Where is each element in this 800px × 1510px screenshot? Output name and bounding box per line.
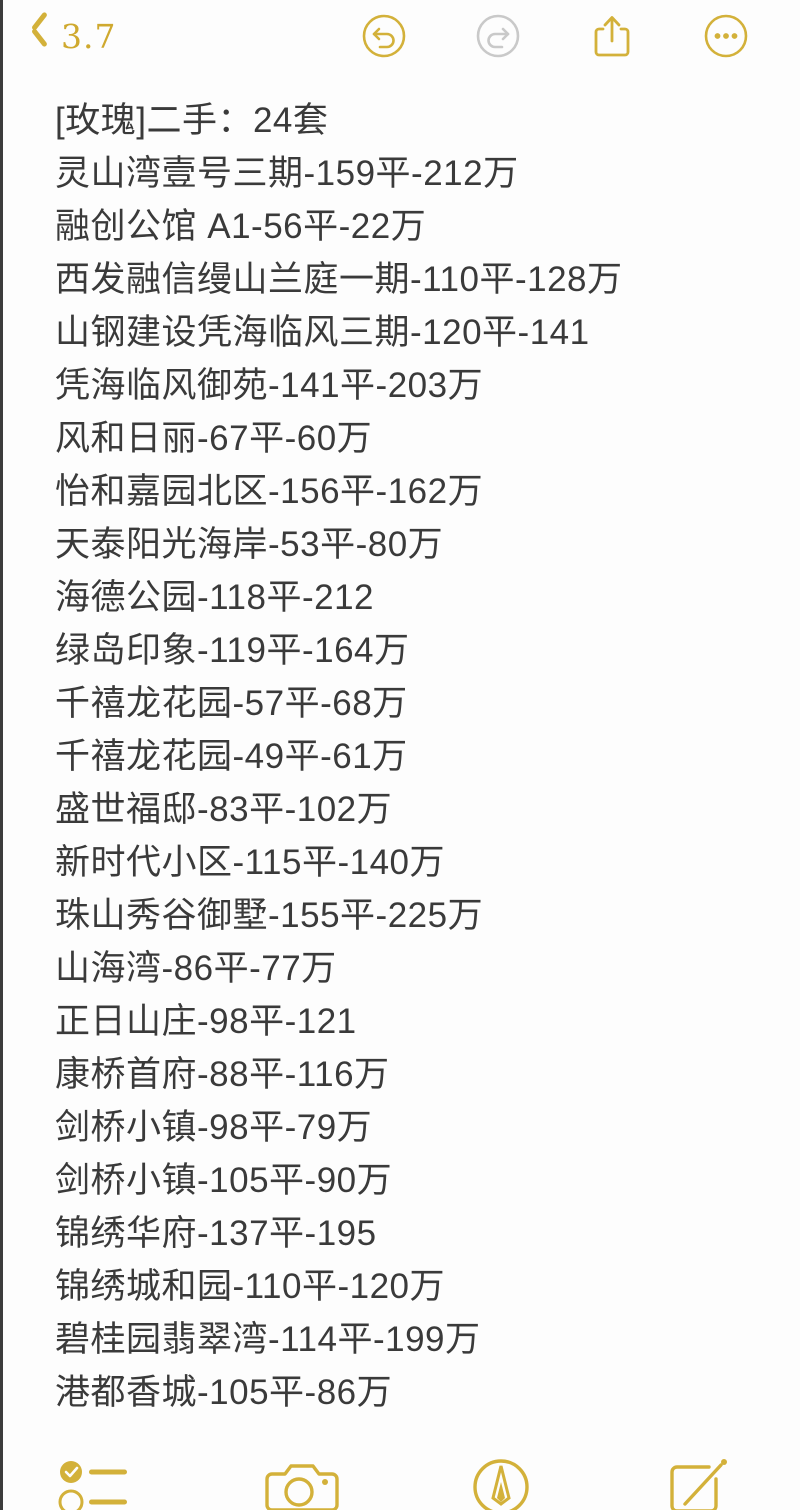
more-circle-icon xyxy=(704,14,748,58)
undo-circle-icon xyxy=(362,14,406,58)
note-line: 风和日丽-67平-60万 xyxy=(55,419,373,458)
checklist-icon xyxy=(58,1461,127,1510)
edit-pencil-icon xyxy=(670,1459,728,1510)
note-line: 天泰阳光海岸-53平-80万 xyxy=(55,525,444,564)
share-icon xyxy=(594,16,630,57)
note-line: 珠山秀谷御墅-155平-225万 xyxy=(55,896,484,935)
note-line: [玫瑰]二手：24套 xyxy=(55,101,329,140)
note-line: 怡和嘉园北区-156平-162万 xyxy=(55,472,484,511)
camera-button[interactable] xyxy=(202,1456,401,1510)
note-line: 灵山湾壹号三期-159平-212万 xyxy=(55,154,519,193)
back-chevron-icon xyxy=(29,17,51,55)
note-line: 千禧龙花园-57平-68万 xyxy=(55,684,408,723)
note-line: 融创公馆 A1-56平-22万 xyxy=(55,207,427,246)
document-title: 3.7 xyxy=(61,16,117,56)
note-line: 康桥首府-88平-116万 xyxy=(55,1055,390,1094)
share-button[interactable] xyxy=(586,10,638,62)
brush-circle-icon xyxy=(473,1459,529,1510)
note-line: 港都香城-105平-86万 xyxy=(55,1373,393,1412)
note-line: 正日山庄-98平-121 xyxy=(55,1002,357,1041)
back-button[interactable]: 3.7 xyxy=(29,17,116,56)
edit-button[interactable] xyxy=(601,1456,800,1510)
note-line: 山海湾-86平-77万 xyxy=(55,949,337,988)
note-line: 海德公园-118平-212 xyxy=(55,578,375,617)
checklist-button[interactable] xyxy=(3,1456,202,1510)
note-line: 锦绣华府-137平-195 xyxy=(55,1214,377,1253)
note-line: 锦绣城和园-110平-120万 xyxy=(55,1267,446,1306)
note-line: 凭海临风御苑-141平-203万 xyxy=(55,366,484,405)
note-line: 绿岛印象-119平-164万 xyxy=(55,631,410,670)
bottom-toolbar xyxy=(3,1432,800,1510)
note-line: 剑桥小镇-98平-79万 xyxy=(55,1108,373,1147)
note-line: 山钢建设凭海临风三期-120平-141 xyxy=(55,313,590,352)
top-toolbar: 3.7 xyxy=(3,0,800,72)
redo-circle-icon xyxy=(476,14,520,58)
note-line: 碧桂园翡翠湾-114平-199万 xyxy=(55,1320,481,1359)
brush-button[interactable] xyxy=(402,1456,601,1510)
note-line: 新时代小区-115平-140万 xyxy=(55,843,446,882)
note-line: 盛世福邸-83平-102万 xyxy=(55,790,393,829)
note-line: 千禧龙花园-49平-61万 xyxy=(55,737,408,776)
more-button[interactable] xyxy=(700,10,752,62)
note-content[interactable]: [玫瑰]二手：24套 灵山湾壹号三期-159平-212万 融创公馆 A1-56平… xyxy=(3,72,800,1432)
top-toolbar-actions xyxy=(358,10,778,62)
undo-button[interactable] xyxy=(358,10,410,62)
note-line: 剑桥小镇-105平-90万 xyxy=(55,1161,393,1200)
camera-icon xyxy=(265,1464,339,1510)
redo-button[interactable] xyxy=(472,10,524,62)
note-line: 西发融信缦山兰庭一期-110平-128万 xyxy=(55,260,623,299)
